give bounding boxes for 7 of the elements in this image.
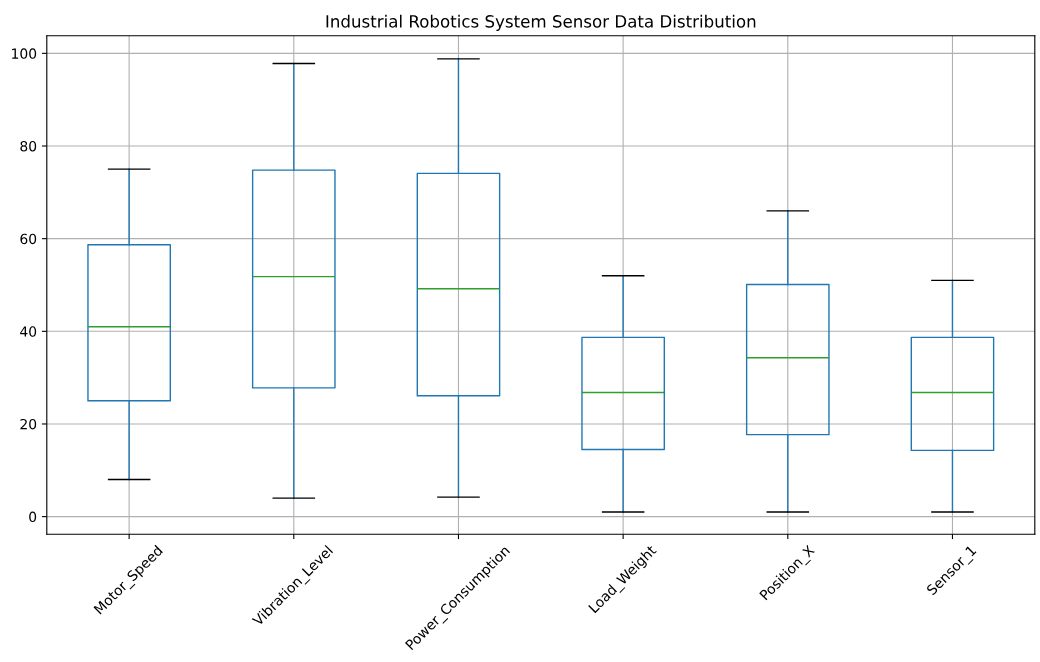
y-tick-label: 80: [20, 140, 37, 152]
y-tick-label: 40: [20, 326, 37, 337]
y-tick-label: 60: [20, 233, 37, 245]
y-tick-label: 20: [20, 418, 37, 430]
chart-title: Industrial Robotics System Sensor Data Distribution: [326, 14, 756, 31]
y-tick-label: 100: [12, 48, 37, 59]
y-tick-label: 0: [29, 511, 37, 523]
